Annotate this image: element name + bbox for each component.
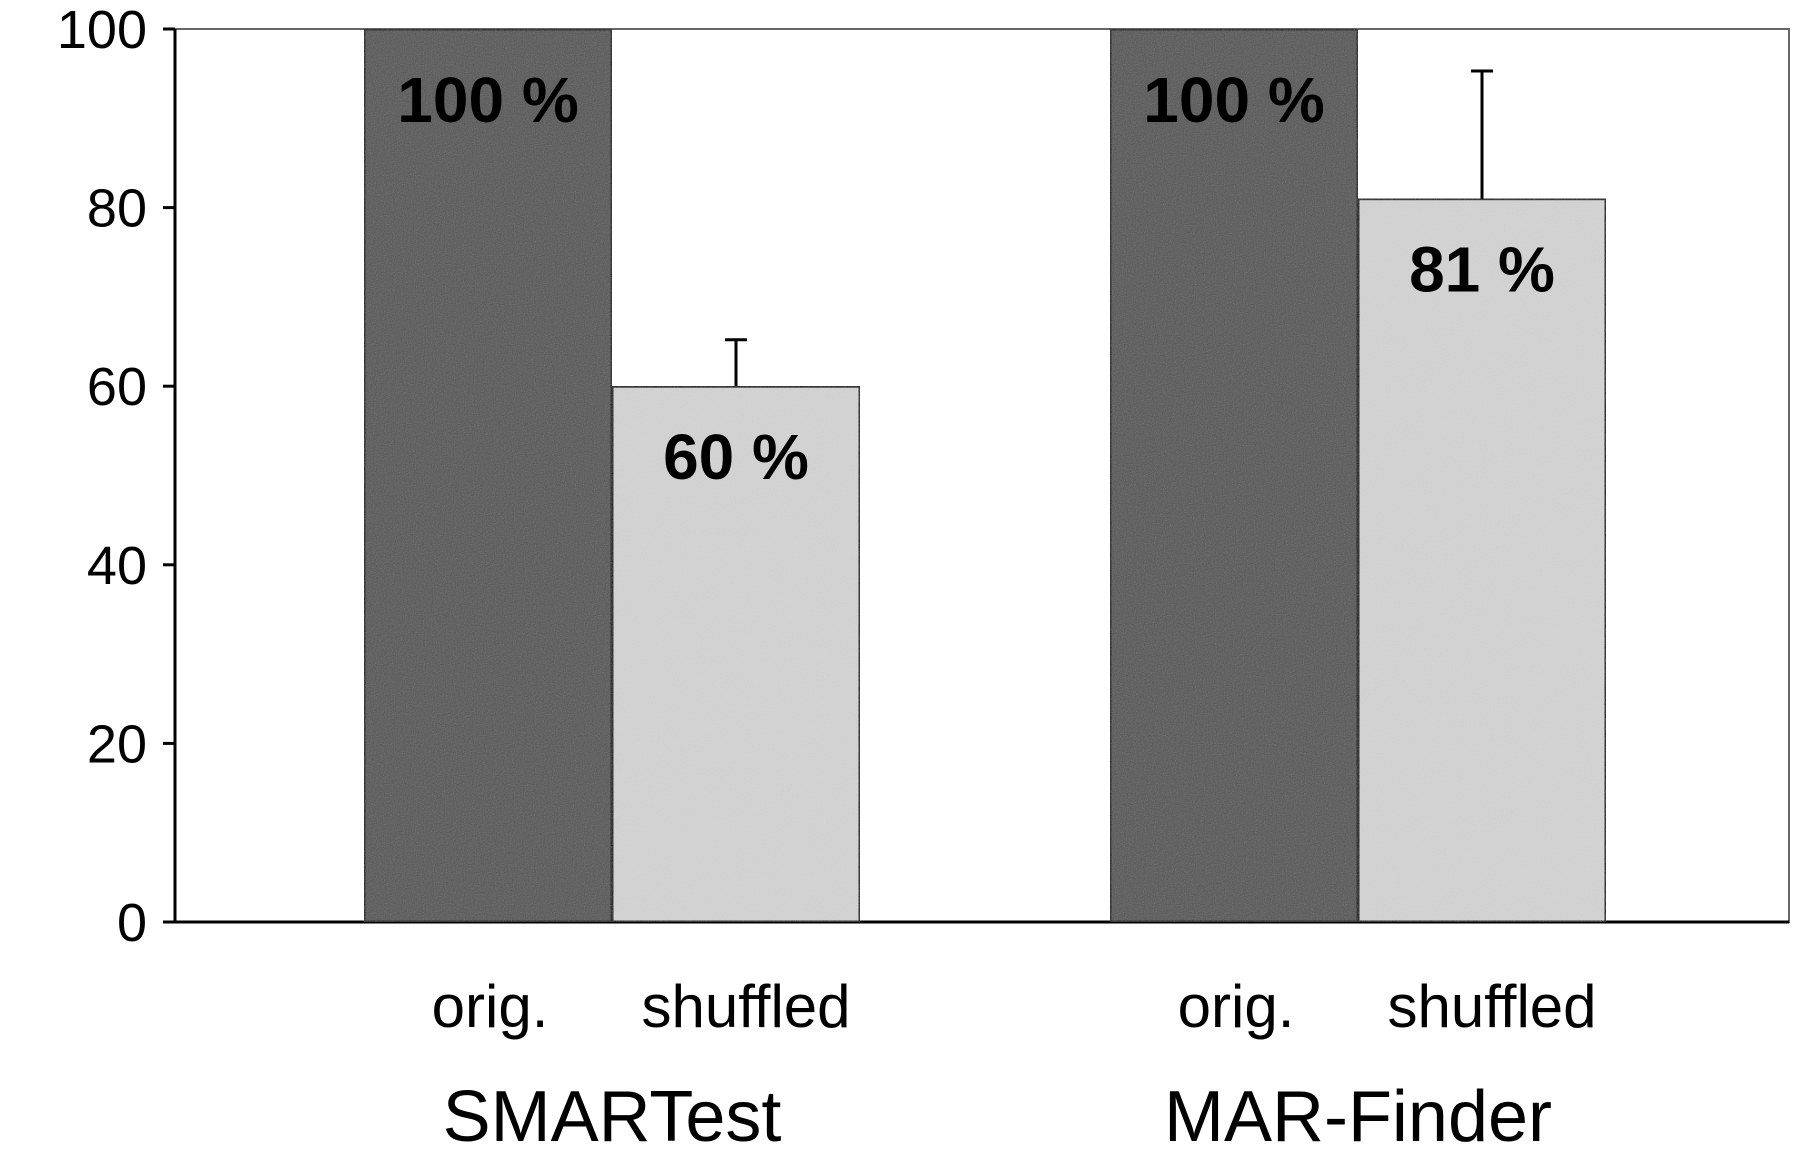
x-labels: orig. shuffled SMARTest orig. shuffled MAR-Fi… [432, 973, 1597, 1151]
data-label: 81 % [1409, 234, 1555, 306]
bar-smartest-orig [362, 27, 614, 924]
category-label: shuffled [641, 973, 850, 1040]
category-label: orig. [432, 973, 549, 1040]
y-tick-label: 20 [87, 714, 147, 774]
bar-mar-finder-orig [1108, 27, 1360, 924]
bars: 100 % 60 % 100 % 81 % [362, 27, 1608, 924]
group-label: MAR-Finder [1164, 1077, 1552, 1151]
category-label: orig. [1178, 973, 1295, 1040]
category-label: shuffled [1387, 973, 1596, 1040]
group-label: SMARTest [443, 1077, 782, 1151]
data-label: 100 % [397, 64, 578, 136]
y-tick-label: 40 [87, 536, 147, 596]
y-tick-label: 0 [117, 893, 147, 953]
data-label: 60 % [663, 421, 809, 493]
bar-mar-finder-shuffled [1356, 197, 1608, 924]
y-tick-label: 60 [87, 357, 147, 417]
y-tick-label: 100 [57, 0, 147, 60]
data-label: 100 % [1143, 64, 1324, 136]
y-tick-label: 80 [87, 179, 147, 239]
bar-smartest-shuffled [610, 384, 862, 924]
